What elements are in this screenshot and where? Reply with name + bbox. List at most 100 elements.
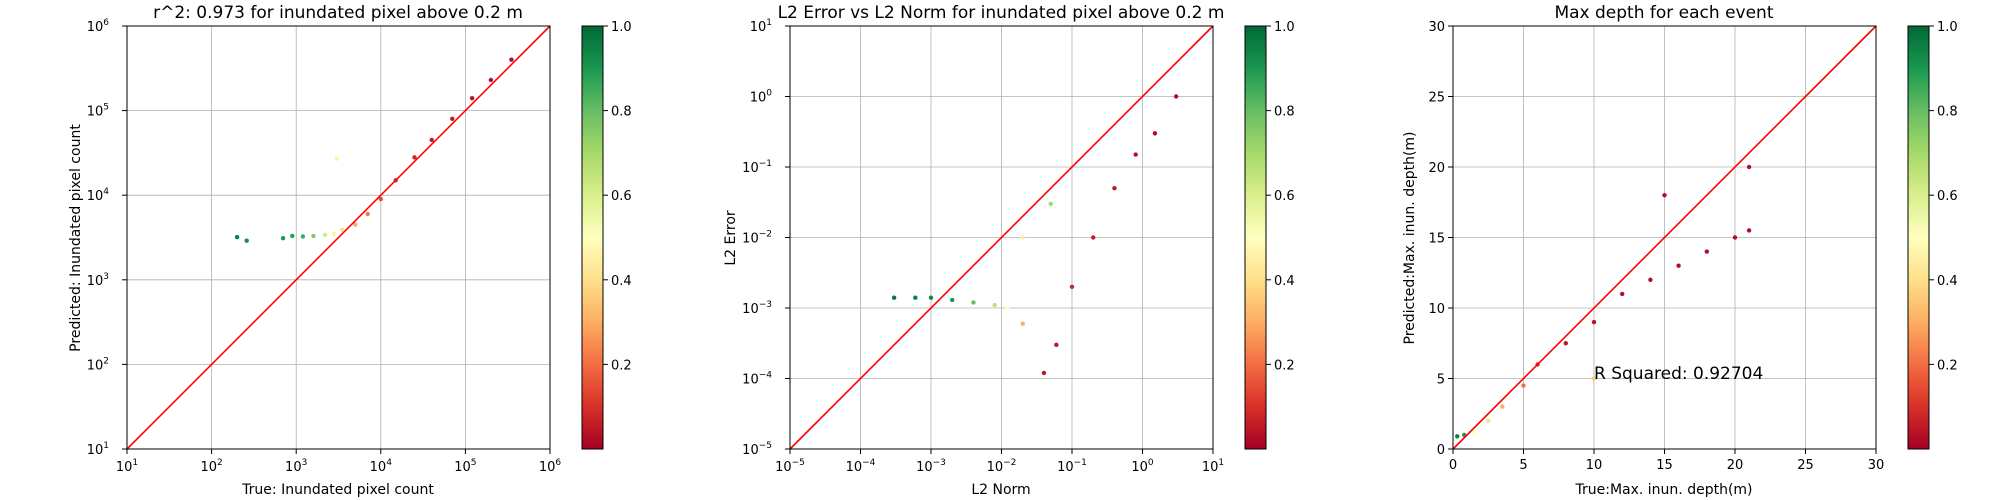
- panel-2-point-17: [1048, 201, 1053, 207]
- panel-3-point-0: [1455, 434, 1460, 439]
- panel-2-y-tick-label-3: 10−2: [742, 230, 772, 247]
- panel-2-reference-line: [789, 25, 1214, 450]
- panel-2-colorbar-ticks: 0.2 0.4 0.6 0.8 1.0: [1266, 20, 1295, 373]
- panel-3-colorbar-tick-label-2: 0.6: [1937, 189, 1958, 204]
- panel-2-point-14: [1152, 131, 1158, 136]
- panel-3-y-tick-label-0: 0: [1437, 443, 1445, 458]
- panel-2-identity-line: [789, 25, 1214, 450]
- panel-2-point-2: [928, 295, 934, 300]
- panel-3-point-5: [1521, 383, 1526, 388]
- panel-1-colorbar-tick-label-3: 0.8: [611, 105, 632, 120]
- panel-2-point-16: [1020, 235, 1025, 240]
- panel-1-point-11: [378, 196, 383, 202]
- panel-2-point-12: [1112, 186, 1117, 191]
- panel-1-colorbar: [581, 25, 604, 450]
- panel-1-x-tick-label-1: 102: [200, 458, 222, 475]
- panel-3-x-tick-label-6: 30: [1868, 458, 1885, 473]
- panel-3-colorbar: [1907, 25, 1930, 450]
- panel-1-colorbar-tick-label-2: 0.6: [611, 189, 632, 204]
- panel-1-x-tick-label-5: 106: [539, 458, 562, 475]
- panel-2-y-tick-label-4: 10−1: [742, 159, 772, 176]
- panel-2-point-6: [1004, 305, 1010, 311]
- panel-2-x-tick-label-4: 10−1: [1057, 458, 1087, 475]
- panel-2-colorbar: [1244, 25, 1267, 450]
- panel-3-point-13: [1732, 235, 1738, 240]
- panel-3-y-tick-label-4: 20: [1428, 161, 1445, 176]
- panel-1-point-4: [300, 234, 306, 239]
- panel-1-point-16: [469, 96, 475, 101]
- panel-2-point-7: [1020, 321, 1025, 326]
- panel-3-r-squared-annotation: R Squared: 0.92704: [1594, 364, 1763, 384]
- panel-3-point-16: [1662, 193, 1667, 198]
- panel-1-point-9: [353, 222, 358, 227]
- panel-1-title: r^2: 0.973 for inundated pixel above 0.2…: [153, 3, 523, 23]
- panel-1-y-tick-label-3: 104: [87, 187, 110, 204]
- panel-2-x-tick-label-3: 10−2: [987, 458, 1017, 475]
- panel-2-y-tick-label-1: 10−4: [742, 371, 772, 388]
- panel-3-x-tick-label-1: 5: [1519, 458, 1527, 473]
- panel-2-point-0: [891, 295, 897, 300]
- panel-1-y-tick-label-5: 106: [87, 18, 110, 35]
- panel-2-point-15: [1173, 94, 1179, 99]
- panel-1-x-tick-label-0: 101: [116, 458, 138, 475]
- panel-2-point-10: [1069, 284, 1075, 289]
- panel-3: 0 5 10 15 20 25 30 0 5 10 15 20 25 30 Max depth for …: [1402, 3, 1958, 498]
- panel-2-x-label: L2 Norm: [971, 482, 1030, 498]
- panel-2-point-4: [971, 300, 976, 305]
- panel-2-point-5: [992, 302, 997, 308]
- panel-1-colorbar-tick-label-4: 1.0: [611, 20, 632, 35]
- panel-3-point-9: [1620, 291, 1625, 297]
- panel-1-x-tick-label-4: 105: [454, 458, 476, 475]
- panel-1-point-0: [234, 234, 240, 240]
- panel-1-point-13: [412, 155, 417, 160]
- panel-1-colorbar-ticks: 0.2 0.4 0.6 0.8 1.0: [603, 20, 632, 373]
- panel-3-points: [1455, 164, 1752, 439]
- panel-3-x-tick-label-0: 0: [1449, 458, 1457, 473]
- panel-3-y-tick-label-1: 5: [1437, 373, 1445, 388]
- panel-3-point-8: [1591, 319, 1597, 325]
- panel-1-point-17: [488, 77, 494, 83]
- panel-3-y-ticks: 0 5 10 15 20 25 30: [1428, 20, 1453, 458]
- panel-1-point-10: [365, 211, 370, 217]
- panel-3-x-tick-label-4: 20: [1727, 458, 1744, 473]
- panel-1-colorbar-tick-label-1: 0.4: [611, 274, 632, 289]
- panel-2-point-11: [1091, 235, 1096, 240]
- panel-1-y-ticks: 101 102 103 104 105 106: [87, 18, 127, 458]
- panel-1-y-tick-label-0: 101: [87, 441, 109, 458]
- panel-1-y-tick-label-1: 102: [87, 356, 109, 373]
- panel-3-colorbar-tick-label-0: 0.2: [1937, 358, 1958, 373]
- panel-3-y-label: Predicted:Max. inun. depth(m): [1402, 131, 1418, 344]
- panel-2-point-13: [1133, 152, 1138, 157]
- panel-2-colorbar-tick-label-3: 0.8: [1274, 105, 1295, 120]
- panel-1-points: [234, 57, 514, 243]
- panel-2-y-ticks: 10−5 10−4 10−3 10−2 10−1 100 101: [742, 18, 790, 458]
- panel-3-point-14: [1746, 228, 1752, 233]
- panel-1-point-15: [450, 116, 455, 121]
- panel-3-point-11: [1676, 263, 1681, 268]
- panel-3-point-2: [1471, 429, 1477, 435]
- panel-3-point-4: [1500, 404, 1505, 409]
- panel-3-identity-line: [1452, 25, 1877, 450]
- panel-3-point-7: [1563, 341, 1569, 346]
- panel-2-x-tick-label-6: 101: [1202, 458, 1224, 475]
- panel-1-point-2: [280, 236, 286, 241]
- panel-1-axes-frame: [126, 25, 551, 450]
- panel-1-reference-line: [126, 25, 551, 450]
- panel-1-x-tick-label-2: 103: [285, 458, 307, 475]
- panel-3-y-tick-label-6: 30: [1428, 20, 1445, 35]
- panel-1-point-3: [290, 233, 295, 239]
- panel-3-x-ticks: 0 5 10 15 20 25 30: [1449, 449, 1884, 473]
- panel-2-x-tick-label-2: 10−3: [916, 458, 946, 475]
- panel-1-y-label: Predicted: Inundated pixel count: [68, 124, 84, 352]
- panel-3-x-tick-label-5: 25: [1797, 458, 1814, 473]
- panel-1-y-tick-label-2: 103: [87, 272, 109, 289]
- panel-1-point-14: [429, 137, 434, 143]
- panel-3-colorbar-ticks: 0.2 0.4 0.6 0.8 1.0: [1929, 20, 1958, 373]
- panel-2: 10−5 10−4 10−3 10−2 10−1 100 101 10−510−410−31…: [723, 3, 1295, 498]
- panel-3-title: Max depth for each event: [1554, 3, 1773, 23]
- panel-2-colorbar-tick-label-2: 0.6: [1274, 189, 1295, 204]
- panel-2-point-1: [913, 295, 918, 300]
- panel-2-colorbar-tick-label-0: 0.2: [1274, 358, 1295, 373]
- panel-1-x-ticks: 101 102 103 104 105 106: [116, 449, 562, 475]
